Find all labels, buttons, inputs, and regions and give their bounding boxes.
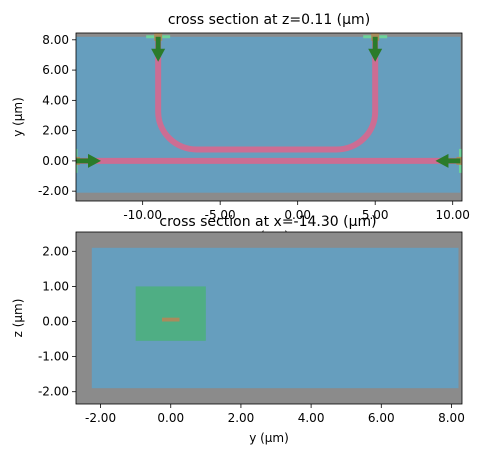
top-ytick-label: 0.00 [42, 154, 69, 168]
bottom-x-ticks: -2.00 0.00 2.00 4.00 6.00 8.00 [85, 404, 465, 425]
top-xtick-label: 5.00 [362, 208, 389, 222]
top-title: cross section at z=0.11 (μm) [168, 12, 370, 28]
source-direction-arrow [435, 153, 461, 168]
source-right [435, 148, 462, 173]
source-direction-arrow [76, 153, 101, 168]
bottom-title: cross section at x=-14.30 (μm) [159, 214, 376, 230]
top-xtick-label: -10.00 [123, 208, 162, 222]
bottom-ytick-label: -2.00 [38, 385, 69, 399]
waveguide-core [161, 317, 180, 322]
top-ytick-label: 2.00 [42, 124, 69, 138]
top-axes-frame [75, 32, 463, 202]
arrow-head [88, 153, 101, 168]
bottom-panel: -2.00 0.00 2.00 4.00 6.00 8.00 -2.00 -1.00 0.00… [11, 214, 465, 445]
source-left [76, 148, 101, 173]
top-ytick-label: 6.00 [42, 63, 69, 77]
arrow-shaft [155, 36, 161, 51]
source-direction-arrow [368, 36, 383, 62]
top-x-ticks: -10.00 -5.00 0.00 5.00 10.00 [123, 201, 470, 222]
top-ytick-label: 8.00 [42, 33, 69, 47]
bottom-xtick-label: -2.00 [85, 411, 116, 425]
bottom-axes-frame [75, 231, 463, 405]
top-panel: cross section at z=0.11 (μm) -10.00 -5.00… [11, 12, 470, 243]
bottom-xtick-label: 6.00 [368, 411, 395, 425]
top-xtick-label: 0.00 [284, 208, 311, 222]
bottom-ytick-label: -1.00 [38, 350, 69, 364]
top-xtick-label: -5.00 [205, 208, 236, 222]
arrow-head [435, 153, 449, 168]
bottom-xtick-label: 0.00 [157, 411, 184, 425]
source-direction-arrow [151, 36, 166, 62]
mode-sources [76, 33, 462, 173]
top-ylabel: y (μm) [11, 97, 25, 137]
bottom-ytick-label: 2.00 [42, 244, 69, 258]
mode-source-plane [135, 286, 206, 341]
arrow-head [151, 48, 166, 62]
top-ytick-label: 4.00 [42, 93, 69, 107]
arrow-shaft [372, 36, 378, 51]
top-ytick-label: -2.00 [38, 184, 69, 198]
bottom-ytick-label: 0.00 [42, 315, 69, 329]
arrow-head [368, 48, 383, 62]
arrow-shaft [446, 158, 461, 164]
bottom-xtick-label: 4.00 [298, 411, 325, 425]
bottom-y-ticks: -2.00 -1.00 0.00 1.00 2.00 [38, 244, 76, 399]
bottom-ylabel: z (μm) [11, 299, 25, 338]
bottom-xtick-label: 2.00 [228, 411, 255, 425]
bottom-xlabel: y (μm) [249, 431, 289, 445]
bottom-xtick-label: 8.00 [438, 411, 465, 425]
top-xtick-label: 10.00 [436, 208, 470, 222]
bend-waveguide [155, 36, 379, 153]
source-top-left [146, 33, 171, 62]
top-y-ticks: -2.00 0.00 2.00 4.00 6.00 8.00 [38, 33, 76, 198]
bottom-ytick-label: 1.00 [42, 279, 69, 293]
top-simulation-domain [76, 36, 461, 193]
arrow-shaft [76, 158, 90, 164]
source-top-right [363, 33, 388, 62]
